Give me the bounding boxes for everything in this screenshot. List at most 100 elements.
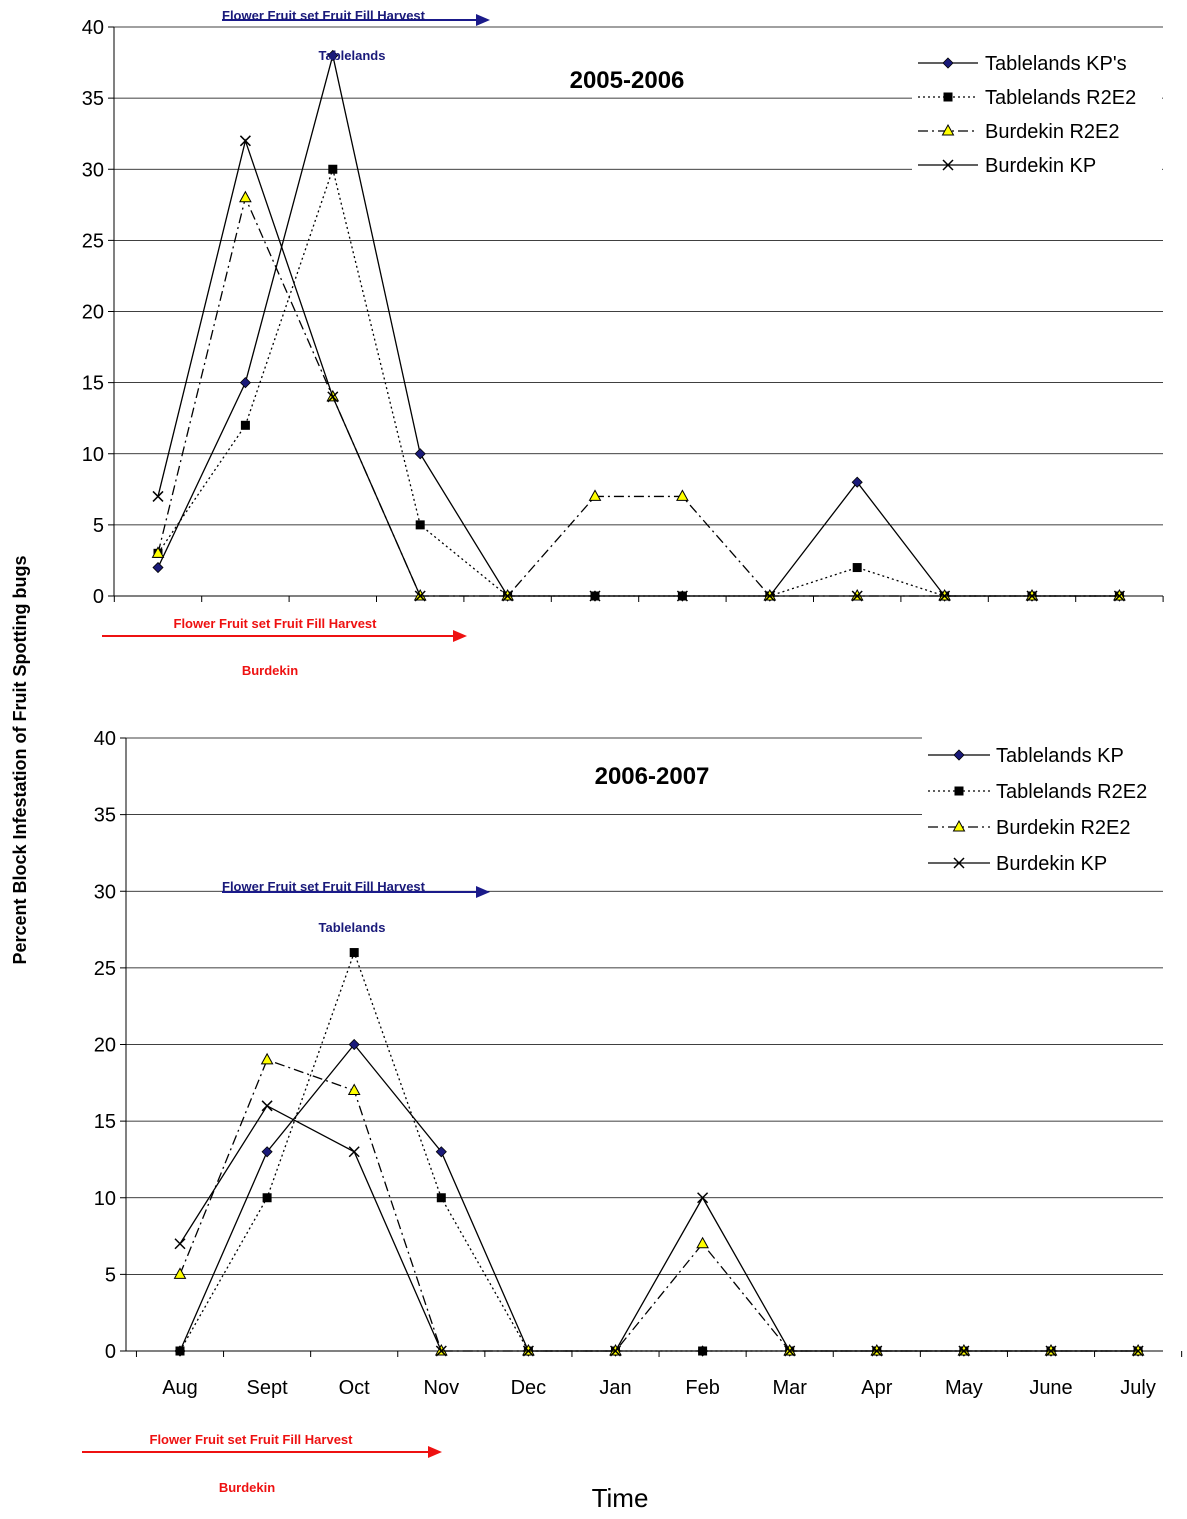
- point-tablelands-kp-oct: [348, 1038, 360, 1051]
- x-axis-label: Time: [592, 1483, 649, 1513]
- tablelands-phase-label: Tablelands: [319, 48, 386, 63]
- point-burdekin-kp-july: [1113, 590, 1125, 602]
- y-tick-label-40: 40: [94, 728, 116, 750]
- point-burdekin-kp-june-stroke-b: [1026, 590, 1038, 602]
- legend-marker-burdekin-r2e2: [941, 123, 955, 136]
- x-tick-label-jan: Jan: [599, 1377, 631, 1399]
- point-burdekin-kp-june: [1026, 590, 1038, 602]
- point-burdekin-r2e2-sept: [260, 1052, 274, 1065]
- y-tick-label-15: 15: [94, 1111, 116, 1133]
- point-burdekin-kp-may-stroke-b: [939, 590, 951, 602]
- series-line-burdekin-kp: [179, 1104, 1139, 1352]
- point-burdekin-r2e2-feb: [696, 1236, 709, 1249]
- legend-marker-burdekin-kp: [953, 857, 965, 869]
- tablelands-phase-label: Tablelands: [319, 920, 386, 935]
- legend: Tablelands KP Tablelands R2E2 Burdekin R2E…: [922, 735, 1172, 887]
- point-burdekin-kp-mar-stroke-b: [784, 1345, 796, 1357]
- point-burdekin-kp-apr-stroke-b: [871, 1345, 883, 1357]
- point-burdekin-kp-july: [1132, 1345, 1144, 1357]
- series-line-burdekin-kp: [157, 138, 1120, 597]
- point-burdekin-kp-oct: [348, 1146, 360, 1158]
- point-tablelands-kp-nov: [435, 1146, 447, 1158]
- y-tick-label-25: 25: [94, 958, 116, 980]
- point-burdekin-r2e2-feb: [676, 489, 689, 501]
- point-burdekin-kp-aug-stroke-b: [152, 490, 164, 502]
- legend-marker-burdekin-kp-stroke-b: [942, 159, 954, 171]
- y-tick-label-35: 35: [82, 88, 104, 110]
- point-burdekin-kp-apr-stroke-b: [851, 590, 863, 602]
- point-burdekin-kp-jan: [609, 1345, 622, 1357]
- point-tablelands-r2e2-feb: [698, 1346, 708, 1356]
- point-burdekin-kp-apr: [871, 1345, 883, 1357]
- y-axis-label: Percent Block Infestation of Fruit Spott…: [10, 555, 30, 964]
- y-tick-label-30: 30: [82, 159, 104, 181]
- y-tick-label-10: 10: [94, 1188, 116, 1210]
- legend-background: [912, 43, 1162, 187]
- y-tick-label-30: 30: [94, 881, 116, 903]
- point-tablelands-r2e2-oct: [349, 948, 359, 958]
- chart-2005-2006: 0 5 10 15 20 25 30 35 40 2005-2006 Tablelands KP's…: [82, 8, 1164, 678]
- point-burdekin-kp-mar-stroke-b: [764, 590, 776, 602]
- point-burdekin-kp-july-stroke-b: [1132, 1345, 1144, 1357]
- series-burdekin-kp: [152, 135, 1125, 602]
- burdekin-phase-label: Burdekin: [242, 663, 298, 678]
- x-tick-label-july: July: [1120, 1377, 1156, 1399]
- chart-title: 2005-2006: [570, 67, 685, 94]
- point-burdekin-kp-oct-stroke-b: [327, 391, 339, 403]
- point-tablelands-r2e2-nov: [415, 520, 425, 530]
- legend-marker-burdekin-r2e2: [952, 819, 966, 832]
- y-tick-label-35: 35: [94, 805, 116, 827]
- point-burdekin-kp-oct: [327, 391, 339, 403]
- point-burdekin-kp-aug-stroke-b: [174, 1238, 186, 1250]
- y-tick-label-40: 40: [82, 17, 104, 39]
- point-burdekin-kp-aug: [152, 490, 164, 502]
- point-tablelands-kp-s-aug: [152, 561, 164, 574]
- point-burdekin-kp-dec-stroke-b: [502, 590, 514, 602]
- legend-label-tablelands-r2e2: Tablelands R2E2: [996, 781, 1147, 803]
- point-burdekin-r2e2-aug: [151, 546, 165, 558]
- point-tablelands-kp-s-sept: [239, 377, 251, 389]
- point-burdekin-kp-nov-stroke-b: [435, 1345, 447, 1357]
- legend-marker-tablelands-r2e2: [954, 786, 964, 796]
- x-tick-label-oct: Oct: [339, 1377, 371, 1399]
- x-tick-label-mar: Mar: [772, 1377, 807, 1399]
- series-line-tablelands-r2e2: [179, 950, 1139, 1352]
- series-burdekin-r2e2: [173, 1052, 1145, 1356]
- point-burdekin-kp-nov: [435, 1345, 447, 1357]
- legend-marker-burdekin-kp: [942, 159, 954, 171]
- y-tick-label-15: 15: [82, 373, 104, 395]
- legend-label-burdekin-kp: Burdekin KP: [996, 853, 1107, 875]
- legend-marker-tablelands-kp: [953, 749, 965, 761]
- point-burdekin-kp-nov: [414, 590, 426, 602]
- series-tablelands-r2e2: [175, 948, 1143, 1356]
- point-burdekin-kp-feb: [697, 1192, 709, 1204]
- x-tick-label-nov: Nov: [424, 1377, 460, 1399]
- point-burdekin-kp-jan-stroke-b: [609, 1345, 622, 1357]
- y-tick-label-25: 25: [82, 230, 104, 252]
- series-burdekin-kp: [174, 1100, 1144, 1357]
- y-tick-label-20: 20: [94, 1035, 116, 1057]
- burdekin-phase-arrow-head: [428, 1446, 442, 1458]
- point-burdekin-kp-sept-stroke-b: [239, 135, 251, 147]
- point-burdekin-r2e2-sept: [239, 190, 252, 203]
- series-burdekin-r2e2: [151, 190, 1126, 601]
- tablelands-phase-arrow-head: [476, 14, 490, 26]
- legend-label-tablelands-kp-s: Tablelands KP's: [985, 53, 1127, 75]
- point-burdekin-kp-feb-stroke-b: [676, 590, 688, 602]
- point-tablelands-r2e2-oct: [328, 164, 338, 174]
- point-burdekin-kp-july-stroke-b: [1113, 590, 1125, 602]
- y-tick-label-5: 5: [105, 1264, 116, 1286]
- point-tablelands-r2e2-nov: [436, 1193, 446, 1203]
- point-burdekin-kp-aug: [174, 1238, 186, 1250]
- point-burdekin-kp-feb: [676, 590, 688, 602]
- y-tick-label-0: 0: [93, 586, 104, 608]
- point-tablelands-kp-s-apr: [851, 476, 863, 488]
- legend-label-tablelands-kp: Tablelands KP: [996, 745, 1124, 767]
- legend-background: [922, 735, 1172, 887]
- x-tick-label-june: June: [1029, 1377, 1072, 1399]
- point-burdekin-r2e2-oct: [347, 1083, 361, 1095]
- tablelands-phase-phases-text: Flower Fruit set Fruit Fill Harvest: [222, 8, 426, 23]
- x-tick-label-feb: Feb: [685, 1377, 719, 1399]
- series-line-burdekin-r2e2: [179, 1059, 1139, 1352]
